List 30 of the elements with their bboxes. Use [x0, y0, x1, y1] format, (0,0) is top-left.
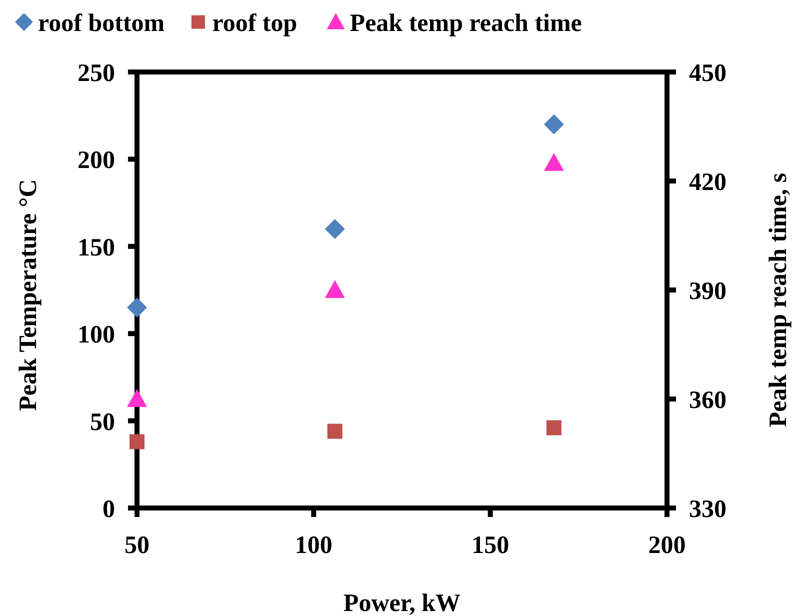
y-tick-label: 200 — [78, 147, 115, 174]
y-tick-label: 50 — [90, 408, 115, 436]
point — [130, 434, 144, 450]
point — [546, 420, 562, 436]
y2-tick-label: 450 — [689, 60, 726, 87]
x-tick-label: 200 — [648, 532, 686, 559]
point — [127, 389, 147, 407]
y2-tick-label: 360 — [689, 387, 726, 414]
point — [324, 218, 345, 239]
point — [324, 280, 345, 298]
y2-tick-label: 420 — [689, 169, 726, 196]
y2-tick-label: 390 — [689, 278, 726, 305]
x-tick-label: 100 — [294, 532, 332, 559]
point — [544, 152, 564, 171]
y2-axis-title: Peak temp reach time, s — [765, 172, 792, 428]
y-tick-label: 100 — [78, 322, 115, 349]
legend-label: roof top — [212, 10, 298, 37]
legend-label: Peak temp reach time — [350, 10, 582, 37]
point — [127, 297, 147, 318]
y-tick-label: 0 — [102, 496, 115, 523]
x-tick-label: 150 — [472, 532, 510, 559]
x-tick-label: 50 — [124, 532, 150, 559]
y-tick-label: 150 — [78, 234, 115, 262]
legend-label: roof bottom — [38, 10, 165, 37]
x-axis-title: Power, kW — [343, 590, 461, 616]
y-axis-title: Peak Temperature °C — [15, 179, 42, 411]
y-tick-label: 250 — [78, 60, 115, 87]
point — [544, 114, 564, 134]
y2-tick-label: 330 — [689, 496, 726, 523]
point — [327, 424, 342, 439]
